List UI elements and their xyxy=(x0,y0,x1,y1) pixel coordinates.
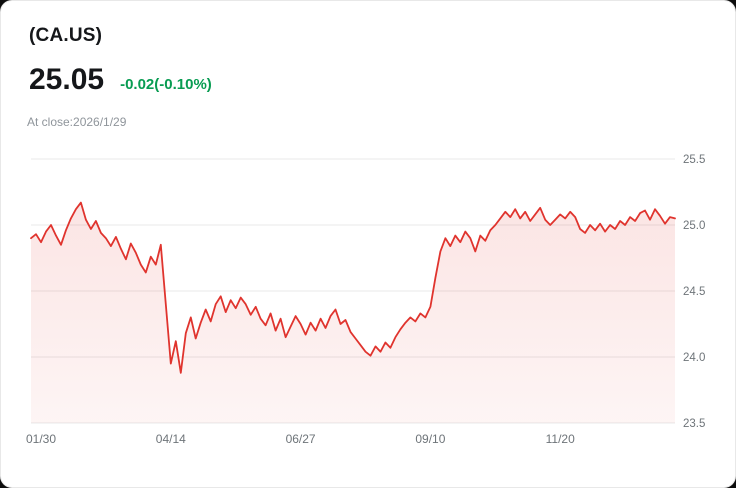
x-axis-label: 04/14 xyxy=(156,432,186,446)
x-axis-label: 09/10 xyxy=(415,432,445,446)
stock-change: -0.02(-0.10%) xyxy=(120,76,212,93)
y-axis-label: 24.0 xyxy=(683,352,705,364)
y-axis-label: 25.0 xyxy=(683,220,705,232)
stock-price: 25.05 xyxy=(29,63,105,96)
y-axis-label: 24.5 xyxy=(683,286,705,298)
x-axis-label: 01/30 xyxy=(26,432,56,446)
close-info: At close:2026/1/29 xyxy=(27,115,127,129)
price-line xyxy=(30,201,676,374)
price-row: 25.05 -0.02(-0.10%) xyxy=(1,47,735,97)
y-axis-label: 25.5 xyxy=(683,154,705,166)
x-axis-label: 06/27 xyxy=(286,432,316,446)
stock-symbol: (CA.US) xyxy=(29,25,103,46)
price-chart[interactable]: 25.5 25.0 24.5 24.0 23.5 01/30 04/14 06/27 09/10… xyxy=(1,143,736,463)
area-fill xyxy=(31,202,675,423)
y-axis-label: 23.5 xyxy=(683,418,705,430)
x-axis-label: 11/20 xyxy=(546,432,575,446)
price-chart-area: 25.5 25.0 24.5 24.0 23.5 01/30 04/14 06/27 09/10… xyxy=(1,143,736,463)
